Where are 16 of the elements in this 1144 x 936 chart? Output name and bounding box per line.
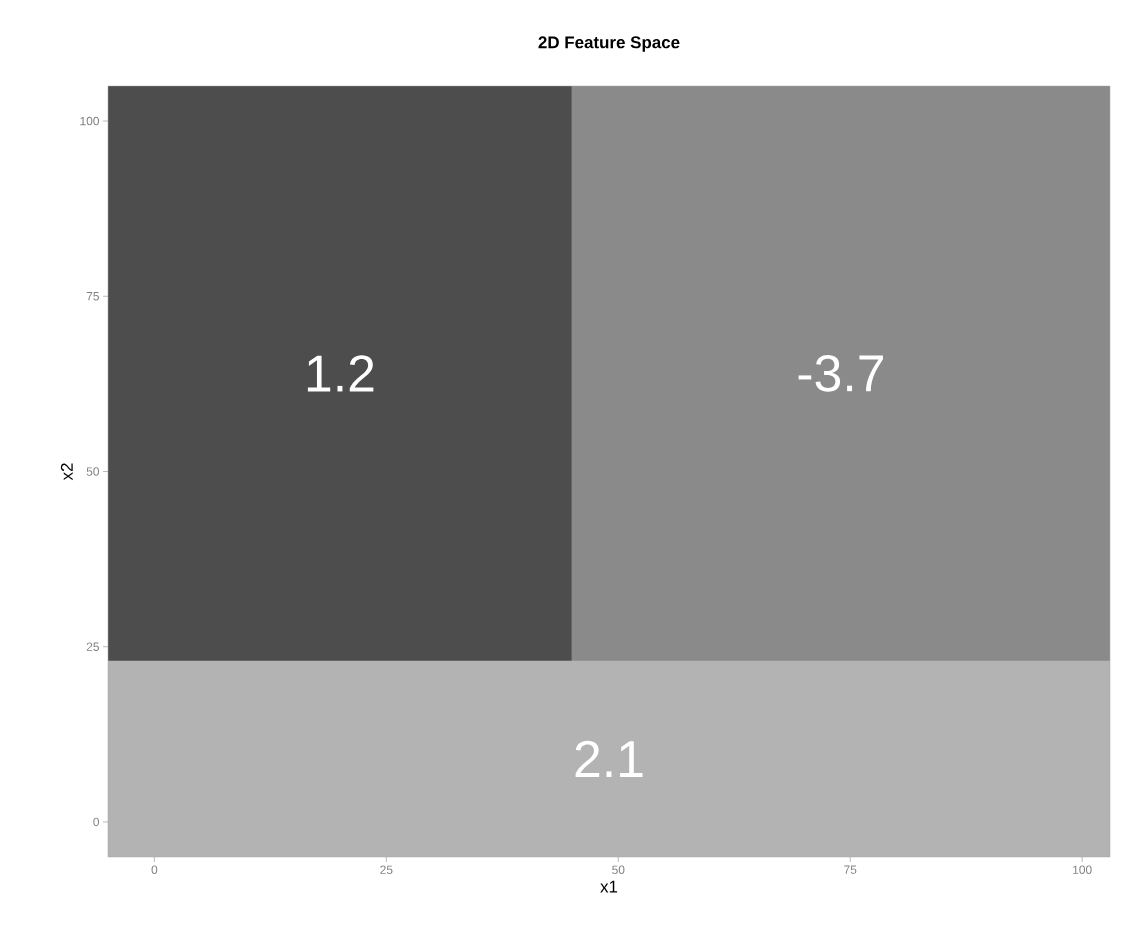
y-axis-title: x2 — [60, 463, 73, 481]
x-tick-label: 75 — [844, 865, 857, 874]
band-label: 1.2 — [307, 355, 374, 392]
y-tick-label: 75 — [86, 292, 99, 301]
y-tick-label: 50 — [86, 467, 100, 476]
chart-title: 2D Feature Space — [538, 36, 680, 52]
band-label: 2.1 — [575, 740, 643, 777]
x-tick-label: 25 — [380, 865, 393, 874]
y-tick-label: 25 — [86, 642, 99, 651]
x-tick-label: 0 — [151, 865, 158, 874]
y-tick-label: 100 — [80, 116, 100, 126]
x-axis-title: x1 — [600, 880, 618, 893]
x-tick-label: 50 — [612, 865, 625, 874]
x-tick-label: 100 — [1073, 865, 1092, 874]
band-label: -3.7 — [798, 355, 883, 392]
y-tick-label: 0 — [93, 817, 100, 827]
